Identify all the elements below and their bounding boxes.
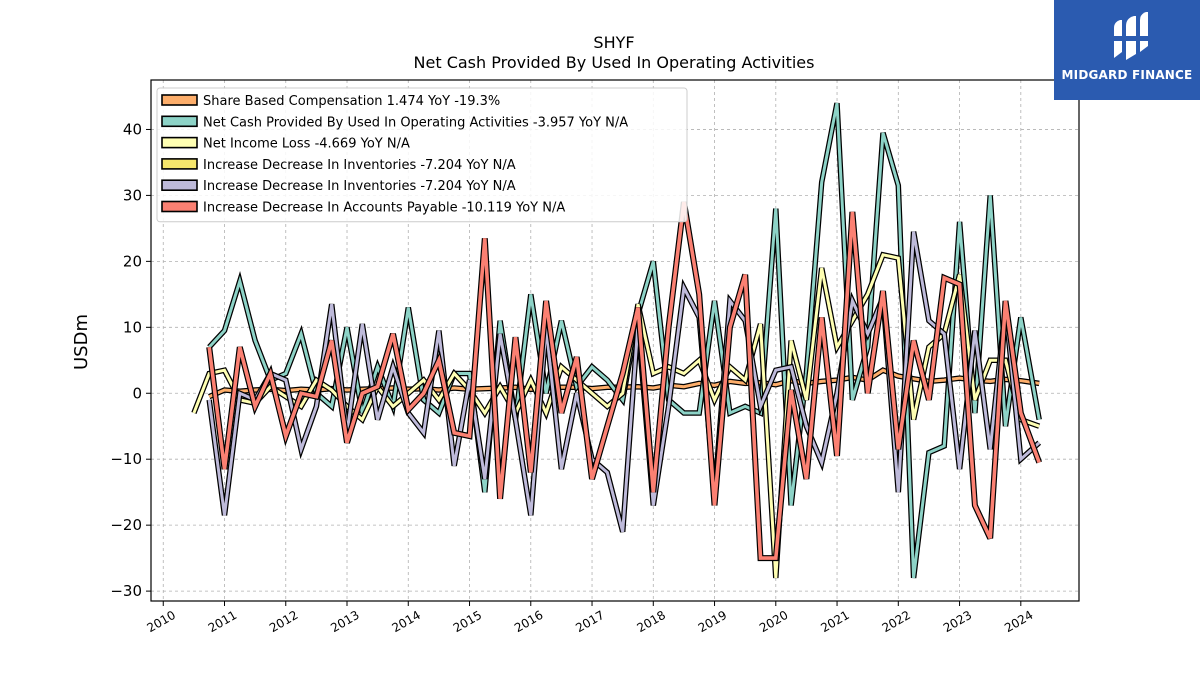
chart-title: SHYF — [593, 33, 634, 52]
legend-label: Net Income Loss -4.669 YoY N/A — [203, 137, 410, 152]
y-tick-label: 10 — [123, 318, 142, 336]
y-axis-label: USDm — [71, 314, 92, 370]
legend-swatch — [161, 136, 198, 149]
y-tick-label: −20 — [110, 516, 142, 534]
logo-text: MIDGARD FINANCE — [1061, 68, 1193, 82]
plot-frame — [150, 79, 1080, 602]
plot-series — [191, 102, 1043, 579]
series-5 — [206, 201, 1043, 562]
legend-label: Share Based Compensation 1.474 YoY -19.3… — [203, 94, 500, 109]
x-tick-label: 2011 — [206, 608, 239, 635]
series-line — [208, 102, 1041, 579]
x-tick-label: 2013 — [328, 608, 361, 635]
legend-swatch — [161, 115, 198, 128]
series-line — [207, 201, 1041, 560]
y-tick-label: 20 — [123, 252, 142, 270]
x-tick-label: 2018 — [635, 608, 668, 635]
chart-subtitle: Net Cash Provided By Used In Operating A… — [414, 53, 815, 72]
legend-label: Increase Decrease In Inventories -7.204 … — [203, 158, 516, 173]
legend-label: Increase Decrease In Inventories -7.204 … — [203, 179, 516, 194]
y-tick-label: −10 — [110, 450, 142, 468]
legend: Share Based Compensation 1.474 YoY -19.3… — [156, 87, 688, 223]
x-tick-label: 2024 — [1002, 608, 1035, 635]
legend-swatch — [161, 158, 198, 170]
legend-label: Increase Decrease In Accounts Payable -1… — [203, 201, 565, 216]
x-tick-label: 2012 — [267, 608, 300, 635]
x-tick-label: 2016 — [512, 608, 545, 635]
legend-box — [156, 87, 688, 223]
x-tick-label: 2019 — [696, 608, 729, 635]
x-tick-label: 2010 — [145, 608, 178, 635]
legend-swatch — [161, 94, 198, 106]
legend-label: Net Cash Provided By Used In Operating A… — [203, 115, 628, 130]
legend-swatch — [161, 200, 198, 213]
y-tick-label: 0 — [132, 384, 142, 402]
x-tick-label: 2020 — [757, 608, 790, 635]
y-tick-label: −30 — [110, 582, 142, 600]
midgard-finance-logo: MIDGARD FINANCE — [1054, 0, 1200, 100]
y-tick-label: 40 — [123, 120, 142, 138]
series-1 — [207, 102, 1042, 579]
x-tick-label: 2017 — [573, 608, 606, 635]
legend-swatch — [161, 179, 198, 191]
x-tick-label: 2023 — [941, 608, 974, 635]
x-tick-label: 2021 — [818, 608, 851, 635]
x-tick-label: 2022 — [880, 608, 913, 635]
y-tick-label: 30 — [123, 186, 142, 204]
x-tick-label: 2015 — [451, 608, 484, 635]
x-tick-label: 2014 — [390, 608, 423, 635]
midgard-logo-icon — [1112, 12, 1150, 60]
